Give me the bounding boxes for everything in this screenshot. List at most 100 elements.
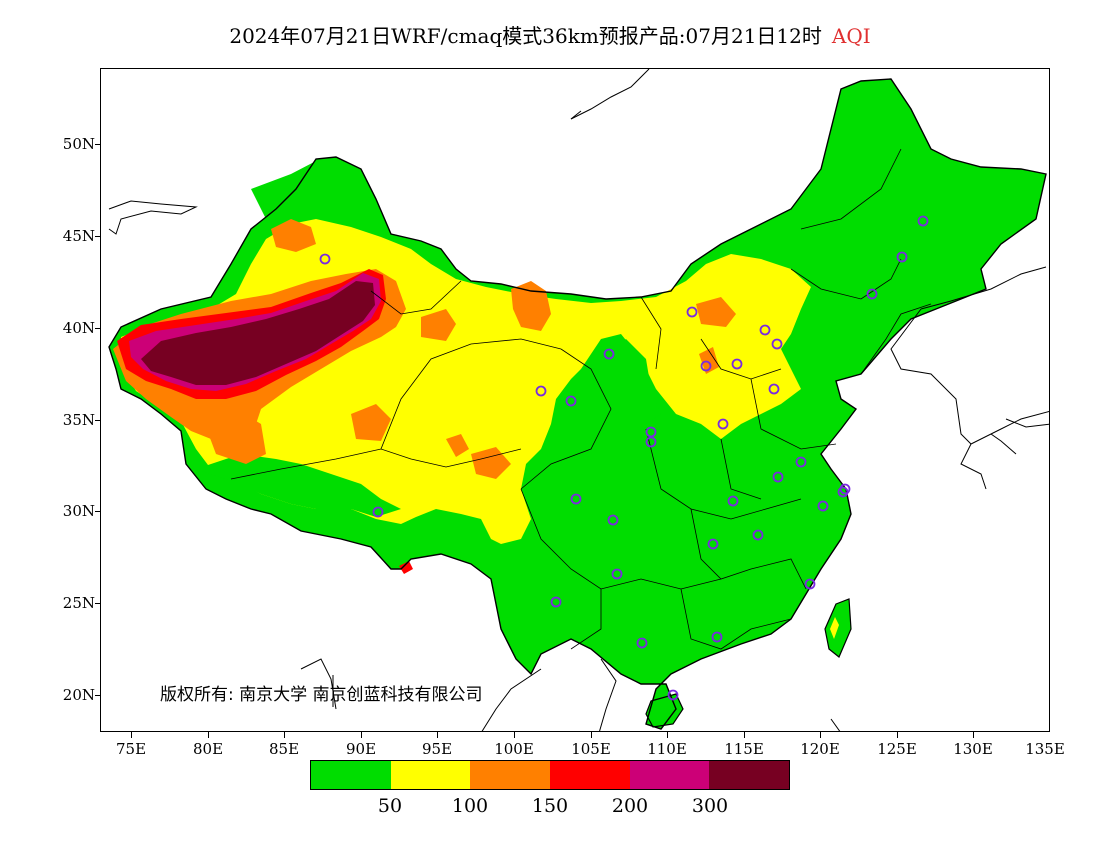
region-sensitive-1 bbox=[271, 219, 316, 252]
station-marker bbox=[565, 395, 577, 407]
lat-tick bbox=[95, 603, 101, 604]
station-marker bbox=[645, 426, 657, 438]
station-marker bbox=[603, 348, 615, 360]
legend-swatch-1 bbox=[390, 761, 471, 789]
legend-label-150: 150 bbox=[531, 795, 569, 817]
region-sensitive-3 bbox=[421, 309, 456, 341]
lon-tick bbox=[744, 732, 745, 738]
legend-label-50: 50 bbox=[377, 795, 403, 817]
station-marker bbox=[731, 358, 743, 370]
title-main: 2024年07月21日WRF/cmaq模式36km预报产品:07月21日12时 bbox=[229, 24, 822, 48]
legend-swatch-5 bbox=[709, 761, 790, 789]
lat-label-45n: 45N bbox=[62, 227, 95, 245]
station-marker bbox=[727, 495, 739, 507]
lon-label-125e: 125E bbox=[877, 740, 917, 758]
map-frame bbox=[100, 68, 1050, 732]
lat-tick bbox=[95, 144, 101, 145]
lat-tick bbox=[95, 511, 101, 512]
legend-swatch-2 bbox=[470, 761, 551, 789]
station-marker bbox=[804, 578, 816, 590]
region-taiwan bbox=[825, 599, 851, 657]
legend-swatch-4 bbox=[629, 761, 710, 789]
station-marker bbox=[771, 338, 783, 350]
province-boundaries bbox=[230, 148, 932, 650]
region-good-pocket-2 bbox=[606, 339, 661, 424]
region-sensitive-8 bbox=[471, 447, 511, 479]
country-border bbox=[108, 78, 1047, 730]
lon-tick bbox=[820, 732, 821, 738]
region-sensitive-2 bbox=[511, 281, 551, 331]
lat-tick bbox=[95, 420, 101, 421]
station-marker bbox=[700, 360, 712, 372]
station-marker bbox=[611, 568, 623, 580]
lon-tick bbox=[591, 732, 592, 738]
lon-tick bbox=[514, 732, 515, 738]
lon-tick bbox=[973, 732, 974, 738]
lat-tick bbox=[95, 695, 101, 696]
station-marker bbox=[319, 253, 331, 265]
lat-label-35n: 35N bbox=[62, 411, 95, 429]
station-marker bbox=[570, 493, 582, 505]
region-taiwan-yellow bbox=[830, 617, 839, 639]
title-variable: AQI bbox=[831, 24, 871, 48]
lon-label-130e: 130E bbox=[953, 740, 993, 758]
station-marker bbox=[636, 637, 648, 649]
legend-swatch-3 bbox=[550, 761, 630, 789]
station-marker bbox=[686, 306, 698, 318]
region-sensitive-9 bbox=[446, 434, 469, 457]
lon-label-120e: 120E bbox=[800, 740, 840, 758]
legend-label-100: 100 bbox=[451, 795, 489, 817]
station-marker bbox=[752, 529, 764, 541]
china-aqi-map bbox=[108, 69, 1049, 731]
station-marker bbox=[667, 689, 679, 701]
station-marker bbox=[707, 538, 719, 550]
lon-label-90e: 90E bbox=[345, 740, 377, 758]
lon-tick bbox=[667, 732, 668, 738]
hainan-border bbox=[645, 693, 684, 728]
lon-tick bbox=[361, 732, 362, 738]
station-marker bbox=[768, 383, 780, 395]
station-marker bbox=[839, 483, 851, 495]
region-hazardous bbox=[141, 281, 375, 385]
lon-label-105e: 105E bbox=[571, 740, 611, 758]
lon-tick bbox=[131, 732, 132, 738]
legend-label-200: 200 bbox=[611, 795, 649, 817]
station-marker bbox=[645, 436, 657, 448]
region-good-pocket bbox=[196, 454, 401, 517]
copyright-text: 版权所有: 南京大学 南京创蓝科技有限公司 bbox=[160, 685, 483, 705]
aqi-legend bbox=[310, 760, 790, 790]
lon-label-75e: 75E bbox=[115, 740, 147, 758]
lat-label-30n: 30N bbox=[62, 502, 95, 520]
region-unhealthy-spot bbox=[399, 561, 413, 574]
lon-tick bbox=[897, 732, 898, 738]
lon-tick bbox=[284, 732, 285, 738]
station-marker bbox=[817, 500, 829, 512]
region-sensitive-5 bbox=[201, 409, 266, 464]
lat-tick bbox=[95, 328, 101, 329]
lon-label-95e: 95E bbox=[421, 740, 453, 758]
lon-label-135e: 135E bbox=[1025, 740, 1065, 758]
lat-label-20n: 20N bbox=[62, 686, 95, 704]
legend-swatch-0 bbox=[311, 761, 391, 789]
lat-tick bbox=[95, 236, 101, 237]
lon-label-115e: 115E bbox=[724, 740, 764, 758]
map-title: 2024年07月21日WRF/cmaq模式36km预报产品:07月21日12时 A… bbox=[0, 20, 1100, 49]
station-marker bbox=[866, 288, 878, 300]
lon-label-85e: 85E bbox=[268, 740, 300, 758]
station-marker bbox=[717, 418, 729, 430]
region-sensitive-7 bbox=[699, 347, 719, 374]
legend-label-300: 300 bbox=[691, 795, 729, 817]
station-marker bbox=[896, 251, 908, 263]
lon-tick bbox=[208, 732, 209, 738]
station-marker bbox=[772, 471, 784, 483]
region-sensitive-4 bbox=[351, 404, 391, 441]
lat-label-25n: 25N bbox=[62, 594, 95, 612]
station-marker bbox=[759, 324, 771, 336]
lat-label-40n: 40N bbox=[62, 319, 95, 337]
station-marker bbox=[917, 215, 929, 227]
region-good-pocket-3 bbox=[251, 161, 376, 219]
region-sensitive-6 bbox=[696, 297, 736, 327]
city-station-markers bbox=[319, 215, 929, 701]
lon-label-100e: 100E bbox=[494, 740, 534, 758]
lon-label-80e: 80E bbox=[192, 740, 224, 758]
